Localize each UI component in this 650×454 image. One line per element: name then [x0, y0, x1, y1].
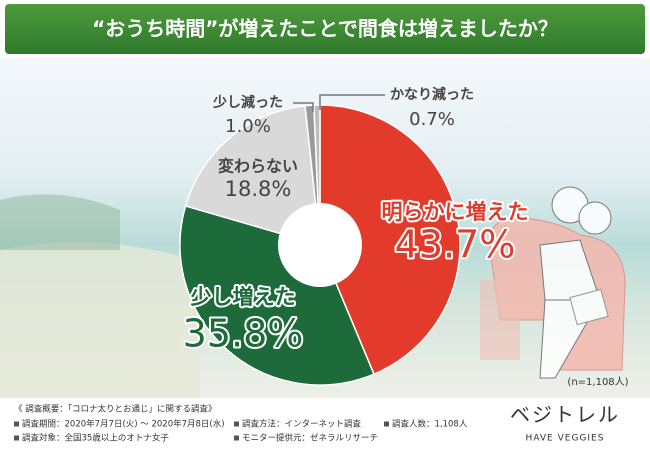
slice-label: 明らかに増えた	[382, 200, 529, 224]
trees	[0, 194, 120, 250]
footer-bg	[0, 398, 650, 450]
slice-label: 少し減った	[212, 94, 283, 111]
donut	[179, 104, 461, 386]
footer-heading: 《 調査概要：「コロナ太りとお通じ」に関する調査》	[14, 404, 216, 415]
leader-line	[319, 94, 385, 110]
donut-hole	[278, 203, 362, 287]
illustration	[480, 186, 626, 379]
value-label: 0.7%	[409, 109, 455, 130]
footer-item: モニター提供元：ゼネラルリサーチ	[242, 433, 378, 444]
leader-line	[293, 102, 314, 112]
slice-label: 少し増えた	[190, 285, 296, 309]
value-label: 1.0%	[225, 116, 271, 137]
value-label: 18.8%	[225, 177, 292, 201]
sample-note: (n=1,108人)	[567, 376, 628, 388]
logo-name: ベジトレル	[510, 403, 620, 427]
footer-item: 調査人数：1,108人	[392, 419, 468, 430]
slice-label: 変わらない	[218, 157, 298, 176]
bullet	[14, 421, 19, 427]
slice	[184, 104, 321, 247]
slice-label: かなり減った	[390, 86, 474, 103]
slice	[179, 205, 375, 386]
chart-title: “おうち時間”が増えたことで間食は増えましたか？	[92, 17, 558, 41]
value-label: 35.8%	[183, 312, 304, 356]
logo-tagline: HAVE VEGGIES	[526, 434, 605, 444]
footer-item: 調査方法：インターネット調査	[242, 419, 362, 430]
beach	[0, 242, 200, 400]
footer-items: 調査期間：2020年7月7日(火) ～ 2020年7月8日(水) 調査方法：インタ…	[14, 419, 468, 444]
footer-item: 調査対象：全国35歳以上のオトナ女子	[22, 433, 169, 444]
bullet	[234, 435, 239, 441]
footer-item: 調査期間：2020年7月7日(火) ～ 2020年7月8日(水)	[22, 419, 225, 430]
bullet	[384, 421, 389, 427]
slice	[319, 104, 461, 376]
title-bar	[5, 4, 645, 54]
bullet	[234, 421, 239, 427]
bullet	[14, 435, 19, 441]
value-label: 43.7%	[395, 223, 516, 267]
